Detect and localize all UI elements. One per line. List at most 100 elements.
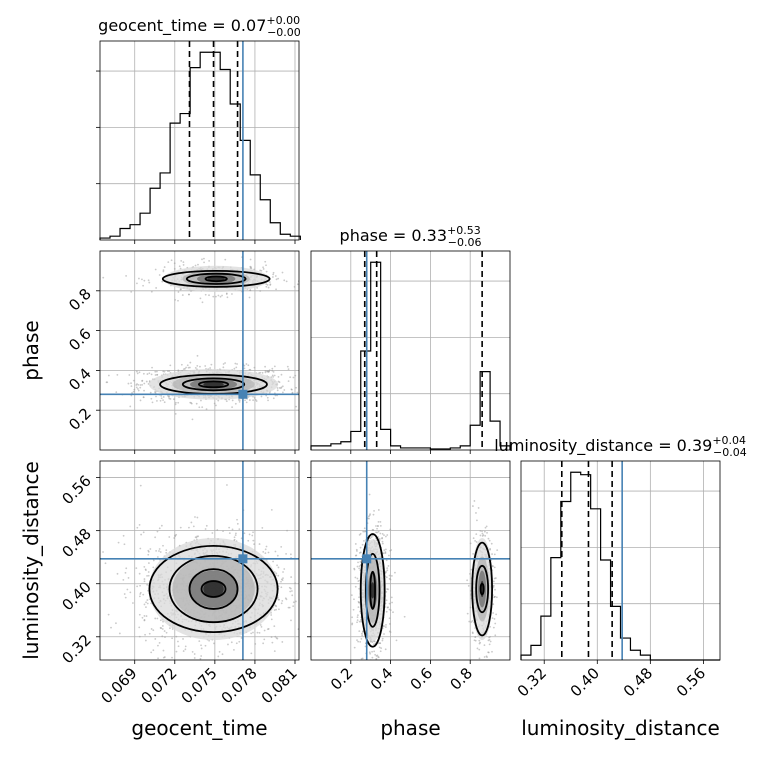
panel-title-luminosity_distance: luminosity_distance = 0.39+0.04 −0.04 <box>494 434 747 459</box>
sample-point <box>377 520 380 523</box>
sample-point <box>215 404 217 407</box>
sample-point <box>196 354 199 357</box>
sample-point <box>249 265 252 268</box>
sample-point <box>195 536 198 539</box>
sample-point <box>264 371 267 374</box>
sample-point <box>217 399 220 402</box>
sample-point <box>147 279 150 282</box>
sample-point <box>288 606 291 609</box>
sample-point <box>169 364 172 367</box>
sample-point <box>387 606 389 609</box>
sample-point <box>486 661 488 663</box>
sample-point <box>288 586 291 589</box>
sample-point <box>143 389 145 392</box>
sample-point <box>271 369 274 372</box>
sample-point <box>300 383 302 385</box>
sample-point <box>292 601 295 604</box>
sample-point <box>479 530 482 532</box>
sample-point <box>271 367 274 370</box>
sample-point <box>290 590 293 592</box>
sample-point <box>270 508 273 511</box>
sample-point <box>386 588 389 590</box>
sample-point <box>358 630 361 633</box>
sample-point <box>388 630 391 633</box>
sample-point <box>163 370 166 373</box>
sample-point <box>273 365 276 368</box>
sample-point <box>381 542 384 545</box>
sample-point <box>163 401 166 404</box>
sample-point <box>190 290 192 292</box>
sample-point <box>381 537 384 539</box>
x-tick-label: 0.56 <box>673 664 709 700</box>
sample-point <box>156 556 159 558</box>
sample-point <box>159 619 162 622</box>
x-tick-label: 0.078 <box>218 664 261 707</box>
sample-point <box>240 537 243 540</box>
sample-point <box>136 388 139 390</box>
sample-point <box>274 550 277 553</box>
sample-point <box>271 641 274 644</box>
sample-point <box>475 512 477 514</box>
sample-point <box>491 565 494 568</box>
sample-point <box>215 295 217 298</box>
sample-point <box>136 383 138 385</box>
sample-point <box>375 657 378 660</box>
sample-point <box>139 547 142 550</box>
sample-point <box>219 661 221 663</box>
sample-point <box>268 391 271 394</box>
sample-point <box>490 542 493 545</box>
sample-point <box>472 505 474 507</box>
sample-point <box>222 530 224 533</box>
sample-point <box>184 645 187 648</box>
sample-point <box>152 649 155 652</box>
sample-point <box>122 578 125 581</box>
sample-point <box>358 533 361 536</box>
sample-point <box>249 289 252 292</box>
sample-point <box>491 650 493 653</box>
sample-point <box>265 545 268 548</box>
sample-point <box>125 275 127 277</box>
sample-point <box>248 533 251 536</box>
panel-frame <box>310 460 511 661</box>
sample-point <box>233 536 236 539</box>
y-tick-label: 0.2 <box>65 404 95 434</box>
sample-point <box>199 657 202 660</box>
sample-point <box>300 612 302 614</box>
sample-point <box>155 370 158 373</box>
sample-point <box>145 380 148 383</box>
sample-point <box>248 399 251 401</box>
sample-point <box>199 297 202 300</box>
sample-point <box>151 366 153 369</box>
sample-point <box>162 399 164 402</box>
sample-point <box>381 637 384 640</box>
sample-point <box>384 551 387 553</box>
sample-point <box>371 650 373 653</box>
sample-point <box>162 649 165 652</box>
sample-point <box>275 572 278 575</box>
sample-point <box>358 620 361 623</box>
sample-point <box>483 644 486 647</box>
sample-point <box>295 405 298 408</box>
sample-point <box>130 382 132 385</box>
sample-point <box>137 389 140 392</box>
sample-point <box>199 365 201 368</box>
sample-point <box>296 283 299 286</box>
sample-point <box>265 264 267 267</box>
sample-point <box>263 629 266 632</box>
sample-point <box>146 574 148 577</box>
sample-point <box>369 671 371 673</box>
sample-point <box>358 567 360 570</box>
sample-point <box>139 584 141 587</box>
sample-point <box>391 601 393 604</box>
sample-point <box>201 301 204 304</box>
y-tick-label: 0.40 <box>58 578 94 614</box>
sample-point <box>102 551 104 553</box>
sample-point <box>379 650 382 653</box>
sample-point <box>371 656 374 659</box>
sample-point <box>230 641 233 644</box>
sample-point <box>353 598 355 601</box>
sample-point <box>174 535 177 538</box>
sample-point <box>486 531 488 534</box>
sample-point <box>155 549 158 552</box>
sample-point <box>141 383 144 386</box>
